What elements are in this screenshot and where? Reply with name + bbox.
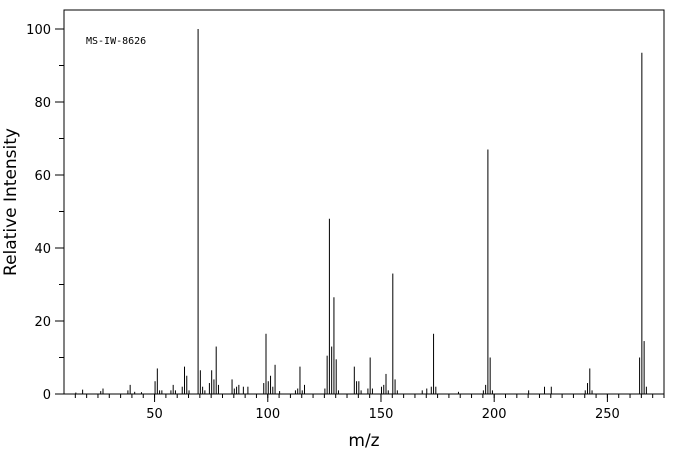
major-ticks xyxy=(55,28,608,402)
y-tick-label: 80 xyxy=(34,96,51,111)
peaks xyxy=(75,29,647,394)
x-axis-title: m/z xyxy=(348,431,379,451)
y-tick-labels: 0 20 40 60 80 100 xyxy=(26,23,51,403)
x-tick-labels: 50 100 150 200 250 xyxy=(146,407,620,422)
x-tick-label: 250 xyxy=(595,407,620,422)
y-tick-label: 20 xyxy=(34,315,51,330)
y-axis-title: Relative Intensity xyxy=(1,128,21,276)
x-tick-label: 150 xyxy=(369,407,394,422)
spectrum-id-annotation: MS-IW-8626 xyxy=(86,36,146,47)
x-tick-label: 100 xyxy=(255,407,280,422)
plot-frame xyxy=(63,9,665,395)
x-tick-label: 50 xyxy=(146,407,163,422)
y-tick-label: 60 xyxy=(34,169,51,184)
y-tick-label: 100 xyxy=(26,23,51,38)
y-tick-label: 40 xyxy=(34,242,51,257)
x-tick-label: 200 xyxy=(482,407,507,422)
y-tick-label: 0 xyxy=(43,388,51,403)
minor-ticks xyxy=(59,65,665,398)
